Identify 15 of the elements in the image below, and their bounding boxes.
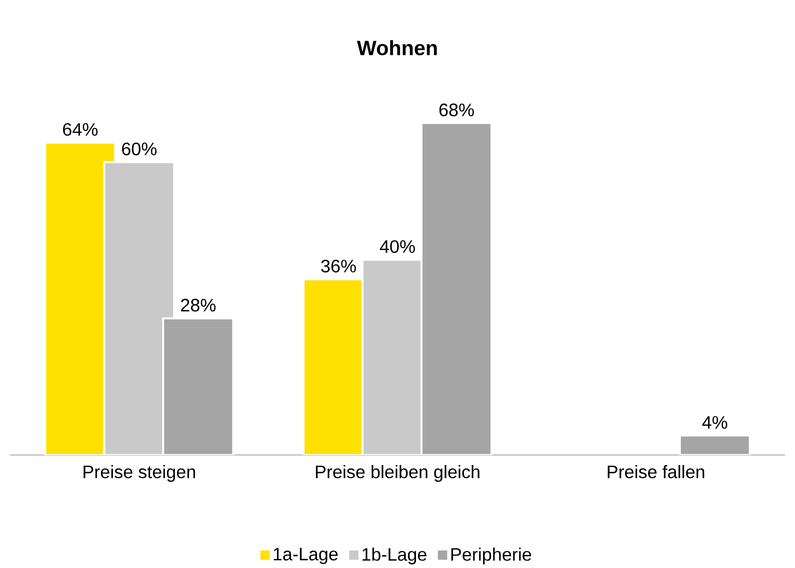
data-label: 4%	[702, 416, 728, 429]
data-label: 40%	[380, 240, 415, 253]
data-label: 28%	[181, 298, 216, 312]
x-tick-label: Preise steigen	[84, 465, 196, 482]
data-label: 60%	[122, 142, 157, 156]
legend-label: Peripherie	[451, 548, 532, 564]
chart-title: Wohnen	[356, 40, 437, 56]
data-label: 68%	[439, 104, 474, 116]
data-label: 36%	[321, 260, 356, 272]
x-tick-label: Preise fallen	[608, 465, 704, 478]
legend-label: 1a-Lage	[274, 548, 338, 564]
bar	[162, 317, 234, 456]
legend-label: 1b-Lage	[362, 548, 426, 564]
x-tick-label: Preise bleiben gleich	[316, 465, 480, 482]
data-label: 64%	[63, 123, 98, 136]
